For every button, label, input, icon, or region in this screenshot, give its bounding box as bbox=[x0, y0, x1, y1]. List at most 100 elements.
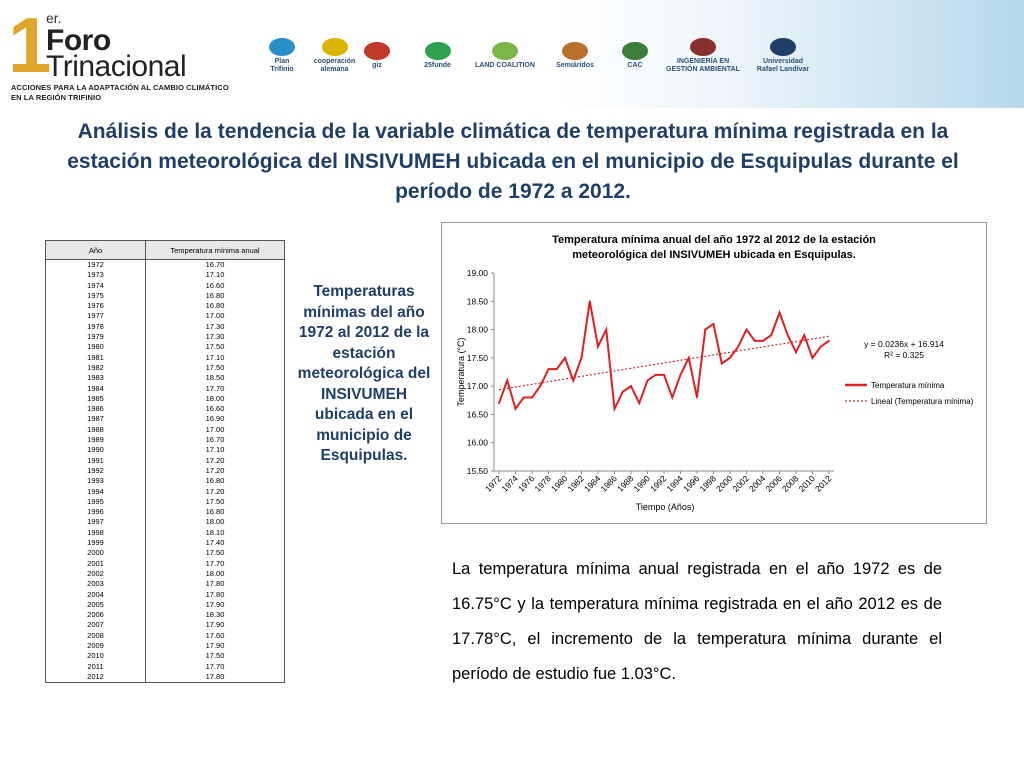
table-cell-temperature: 17.90 bbox=[145, 599, 285, 611]
table-row: 1994 17.20 bbox=[45, 486, 285, 497]
y-axis-label: Temperatura (°C) bbox=[456, 337, 466, 406]
data-point bbox=[729, 356, 731, 359]
x-tick-label: 1992 bbox=[648, 473, 669, 494]
sponsor-emblem-icon bbox=[690, 38, 716, 56]
data-point bbox=[745, 328, 748, 331]
table-cell-year: 1995 bbox=[45, 496, 146, 508]
data-point bbox=[770, 334, 773, 337]
table-row: 1978 17.30 bbox=[45, 321, 285, 333]
sponsor-logo: Universidad Rafael Landívar bbox=[752, 36, 814, 76]
sponsor-emblem-icon bbox=[364, 42, 390, 60]
logo-word-trinacional: Trinacional bbox=[46, 50, 187, 83]
data-point bbox=[588, 300, 591, 303]
logo-superscript: er. bbox=[46, 10, 62, 26]
x-tick-label: 2010 bbox=[796, 473, 817, 494]
data-point bbox=[638, 402, 641, 405]
sponsor-emblem-icon bbox=[269, 38, 295, 56]
sponsor-label: Universidad Rafael Landívar bbox=[756, 58, 810, 73]
table-row: 1991 17.20 bbox=[45, 455, 285, 466]
table-body: 1972 16.70 1973 17.10 1974 16.60 1975 16.80 1976… bbox=[45, 259, 285, 684]
table-cell-year: 1985 bbox=[45, 393, 146, 405]
table-row: 2003 17.80 bbox=[45, 579, 285, 590]
data-point bbox=[572, 379, 575, 382]
table-cell-temperature: 17.70 bbox=[145, 558, 285, 569]
table-cell-temperature: 17.90 bbox=[145, 640, 285, 652]
data-point bbox=[580, 356, 583, 359]
data-point bbox=[762, 339, 764, 342]
table-row: 1997 18.00 bbox=[45, 517, 285, 528]
table-row: 1980 17.50 bbox=[45, 342, 285, 353]
table-row: 1976 16.80 bbox=[45, 301, 285, 312]
table-cell-year: 1989 bbox=[45, 435, 146, 446]
table-cell-temperature: 17.30 bbox=[145, 321, 285, 333]
table-cell-year: 2005 bbox=[45, 599, 146, 611]
data-point bbox=[663, 373, 665, 376]
table-row: 1993 16.80 bbox=[45, 476, 285, 487]
trend-equation: y = 0.0236x + 16.914 bbox=[864, 339, 944, 349]
table-cell-year: 2000 bbox=[45, 548, 146, 559]
sponsor-label: CAC bbox=[627, 62, 643, 69]
table-cell-temperature: 18.00 bbox=[145, 517, 285, 528]
chart-container: Temperatura mínima anual del año 1972 al… bbox=[441, 222, 987, 524]
table-row: 1999 17.40 bbox=[45, 538, 285, 549]
x-tick-label: 1998 bbox=[697, 473, 718, 494]
table-cell-temperature: 17.00 bbox=[145, 311, 285, 322]
data-point bbox=[704, 328, 707, 331]
x-tick-label: 1996 bbox=[681, 473, 702, 494]
sponsor-logo: INGENIERÍA EN GESTIÓN AMBIENTAL bbox=[662, 36, 744, 76]
data-point bbox=[671, 396, 674, 399]
trendline bbox=[498, 335, 830, 391]
table-cell-year: 1973 bbox=[45, 270, 146, 281]
y-tick-label: 18.00 bbox=[467, 325, 489, 335]
table-cell-year: 2010 bbox=[45, 651, 146, 662]
table-cell-temperature: 16.90 bbox=[145, 414, 285, 425]
table-cell-temperature: 17.50 bbox=[145, 342, 285, 353]
table-caption: Temperaturas mínimas del año 1972 al 201… bbox=[297, 283, 431, 464]
table-cell-temperature: 16.60 bbox=[145, 280, 285, 291]
table-cell-temperature: 16.80 bbox=[145, 290, 285, 302]
x-tick-label: 2000 bbox=[714, 473, 735, 494]
table-cell-temperature: 17.60 bbox=[145, 630, 285, 641]
table-cell-year: 1974 bbox=[45, 280, 146, 291]
table-cell-year: 1994 bbox=[45, 486, 146, 497]
sponsor-logo: cooperación alemana bbox=[312, 36, 357, 76]
table-cell-temperature: 17.20 bbox=[145, 465, 285, 477]
data-point bbox=[630, 385, 632, 388]
table-cell-temperature: 17.30 bbox=[145, 332, 285, 343]
table-cell-year: 1991 bbox=[45, 455, 146, 466]
sponsor-label: LAND COALITION bbox=[475, 62, 535, 69]
data-point bbox=[547, 368, 550, 371]
data-point bbox=[753, 339, 756, 342]
table-cell-year: 1976 bbox=[45, 301, 146, 312]
data-point bbox=[613, 407, 616, 410]
table-row: 2007 17.90 bbox=[45, 620, 285, 631]
y-tick-label: 15.50 bbox=[467, 466, 489, 476]
data-point bbox=[795, 351, 797, 354]
summary-paragraph: La temperatura mínima anual registrada e… bbox=[452, 560, 942, 683]
table-cell-year: 1978 bbox=[45, 321, 146, 333]
temperature-table: Año Temperatura mínima anual 1972 16.70 19… bbox=[45, 240, 285, 684]
table-row: 1982 17.50 bbox=[45, 362, 285, 374]
table-cell-temperature: 17.20 bbox=[145, 455, 285, 466]
table-cell-year: 1999 bbox=[45, 538, 146, 549]
table-cell-year: 2007 bbox=[45, 620, 146, 631]
table-row: 2011 17.70 bbox=[45, 661, 285, 672]
table-cell-year: 1975 bbox=[45, 290, 146, 302]
table-header-temperature: Temperatura mínima anual bbox=[145, 240, 285, 260]
data-point bbox=[597, 345, 599, 348]
logo-word-foro: Foro bbox=[46, 24, 111, 57]
sponsor-logo: Plan Trifinio bbox=[262, 36, 302, 76]
table-row: 2000 17.50 bbox=[45, 548, 285, 559]
x-tick-label: 2006 bbox=[763, 473, 784, 494]
data-point bbox=[564, 356, 566, 359]
logo-number: 1 bbox=[8, 1, 52, 89]
sponsor-logo: 25funde bbox=[410, 36, 465, 76]
sponsor-emblem-icon bbox=[321, 38, 348, 56]
data-point bbox=[555, 368, 558, 371]
table-cell-temperature: 17.70 bbox=[145, 383, 285, 394]
x-tick-label: 1978 bbox=[532, 473, 553, 494]
y-tick-label: 19.00 bbox=[467, 268, 489, 278]
sponsor-label: INGENIERÍA EN GESTIÓN AMBIENTAL bbox=[666, 58, 740, 73]
table-cell-temperature: 17.00 bbox=[145, 424, 285, 436]
table-cell-year: 2012 bbox=[45, 671, 146, 684]
